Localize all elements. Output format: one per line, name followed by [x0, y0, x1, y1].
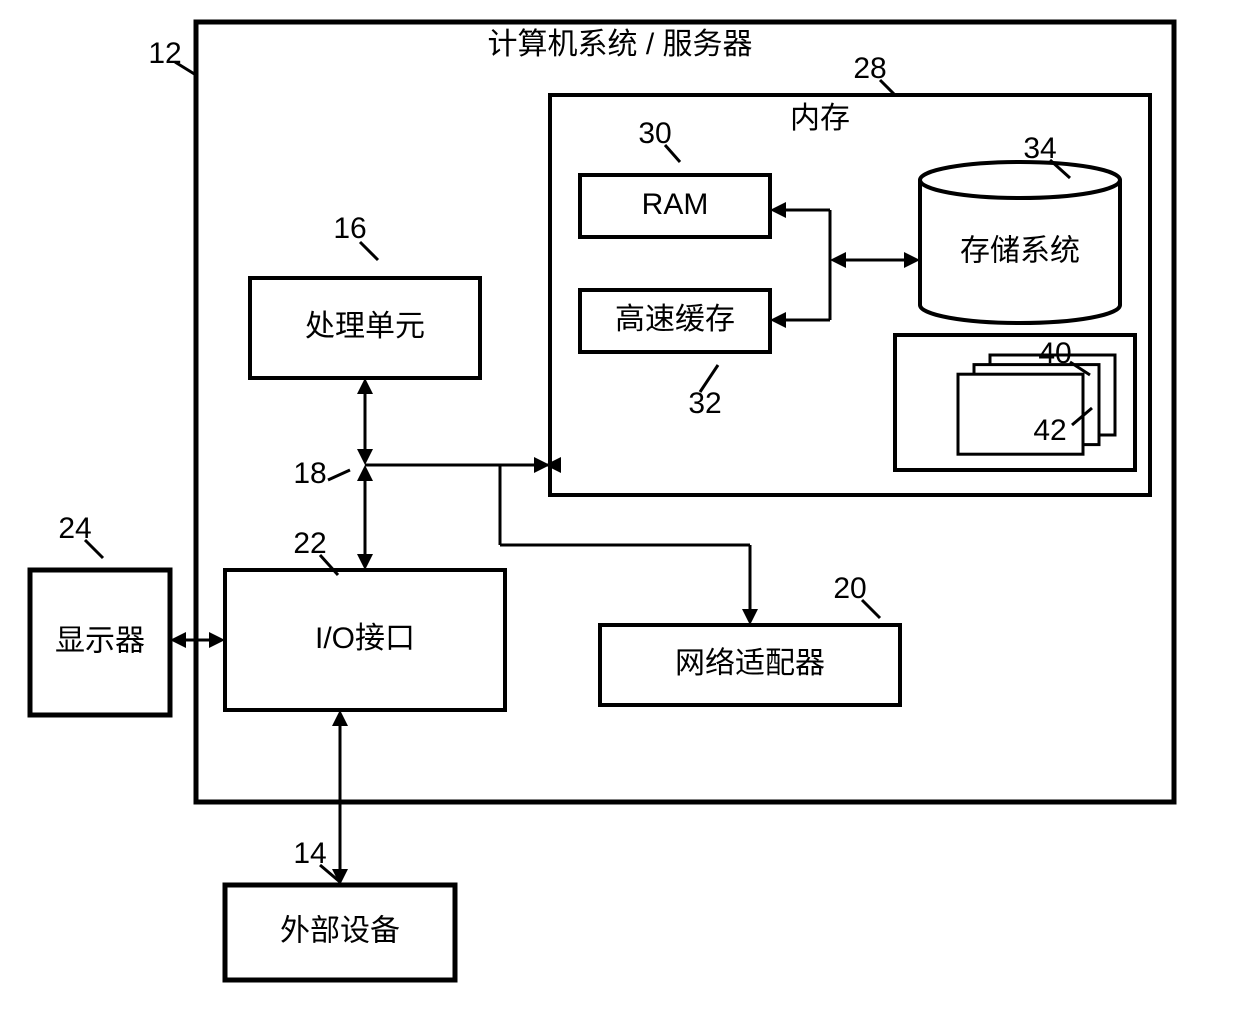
svg-text:I/O接口: I/O接口: [315, 622, 415, 655]
svg-text:16: 16: [333, 212, 366, 245]
svg-text:42: 42: [1033, 414, 1066, 447]
svg-text:网络适配器: 网络适配器: [675, 647, 825, 680]
svg-text:外部设备: 外部设备: [280, 914, 400, 947]
svg-text:高速缓存: 高速缓存: [615, 303, 735, 336]
svg-text:32: 32: [688, 387, 721, 420]
svg-text:存储系统: 存储系统: [960, 234, 1080, 267]
svg-text:12: 12: [148, 37, 181, 70]
svg-text:20: 20: [833, 572, 866, 605]
svg-text:内存: 内存: [790, 102, 850, 135]
system-block-diagram: 12计算机系统 / 服务器内存28处理单元16RAM30高速缓存32存储系统34…: [0, 0, 1240, 1015]
svg-text:显示器: 显示器: [55, 624, 145, 657]
svg-text:计算机系统 / 服务器: 计算机系统 / 服务器: [487, 28, 752, 61]
svg-text:40: 40: [1038, 337, 1071, 370]
svg-text:RAM: RAM: [642, 188, 709, 221]
svg-text:18: 18: [293, 457, 326, 490]
svg-text:处理单元: 处理单元: [305, 310, 425, 343]
